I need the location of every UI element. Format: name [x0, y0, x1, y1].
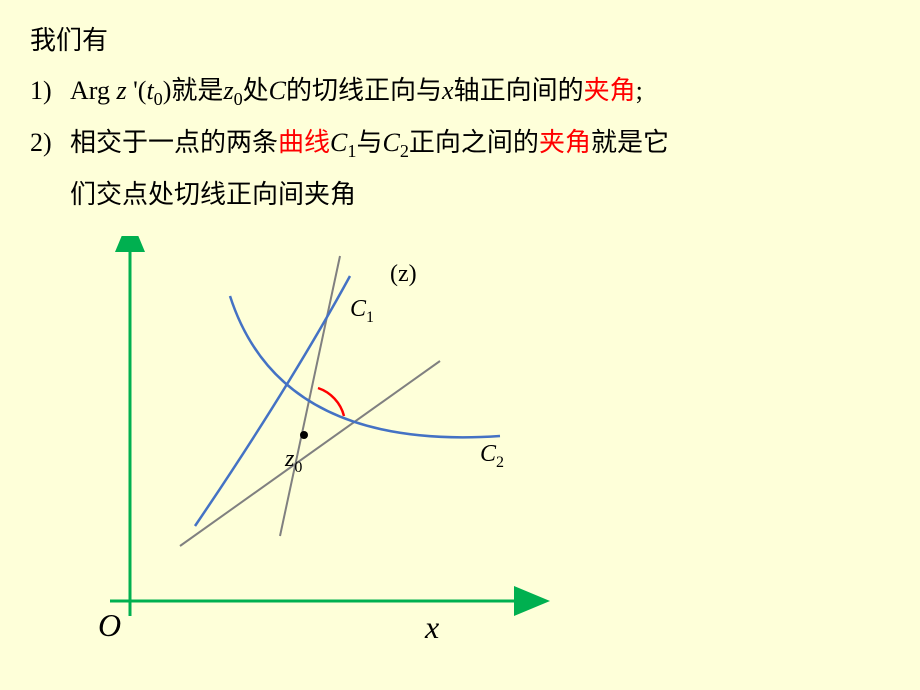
- t: 相交于一点的两条: [70, 128, 278, 157]
- tangent-line-1: [180, 361, 440, 546]
- diagram-svg: (z) C1 C2 z0 O x: [90, 236, 590, 656]
- diagram: (z) C1 C2 z0 O x: [90, 236, 590, 656]
- t: C: [382, 128, 399, 157]
- t: 的切线正向与: [286, 76, 442, 105]
- t: 与: [356, 128, 382, 157]
- t: 正向之间的: [409, 128, 539, 157]
- t: C: [269, 76, 286, 105]
- t-red: 夹角: [584, 76, 636, 105]
- t-red: 曲线: [278, 128, 330, 157]
- t: 处: [243, 76, 269, 105]
- t: x: [442, 76, 454, 105]
- t: 0: [154, 89, 163, 109]
- t: z: [116, 76, 133, 105]
- t: Arg: [70, 76, 116, 105]
- z0-point: [300, 431, 308, 439]
- label-c2: C2: [480, 441, 504, 471]
- label-O: O: [98, 607, 121, 643]
- t: 2: [400, 141, 409, 161]
- t: '(: [133, 76, 146, 105]
- t: 轴正向间的: [454, 76, 584, 105]
- intro-line: 我们有: [30, 20, 890, 62]
- t: 0: [234, 89, 243, 109]
- t: )就是: [163, 76, 224, 105]
- label-z: (z): [390, 261, 417, 287]
- t: t: [146, 76, 153, 105]
- t: C: [330, 128, 347, 157]
- t: ;: [636, 76, 643, 105]
- item2-num: 2): [30, 122, 70, 164]
- item2-line2: 们交点处切线正向间夹角: [30, 174, 890, 216]
- item2-line1: 2)相交于一点的两条曲线C1与C2正向之间的夹角就是它: [30, 122, 890, 166]
- t: 就是它: [591, 128, 669, 157]
- item1-line: 1)Arg z '(t0)就是z0处C的切线正向与x轴正向间的夹角;: [30, 70, 890, 114]
- label-z0: z0: [284, 446, 302, 476]
- t-red: 夹角: [539, 128, 591, 157]
- label-x: x: [424, 609, 439, 645]
- item1-num: 1): [30, 70, 70, 112]
- label-c1: C1: [350, 296, 374, 326]
- t: z: [223, 76, 233, 105]
